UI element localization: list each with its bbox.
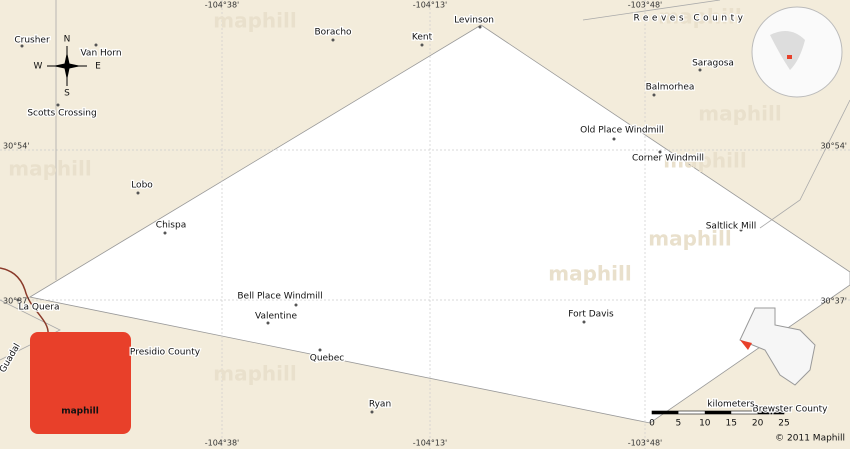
watermark: maphill (213, 9, 296, 33)
watermark: maphill (648, 227, 731, 251)
place-label: Boracho (314, 28, 352, 38)
scale-tick: 10 (699, 419, 711, 429)
place-dot (163, 231, 167, 235)
compass-label: E (95, 62, 101, 72)
place-dot (612, 137, 616, 141)
place-dot (658, 150, 662, 154)
place-dot (56, 103, 60, 107)
scale-tick: 20 (752, 419, 764, 429)
coord-label: -103°48' (628, 1, 663, 10)
logo-box (30, 332, 131, 434)
place-dot (294, 303, 298, 307)
place-dot (20, 44, 24, 48)
inset (739, 307, 816, 386)
place-label: Saragosa (692, 59, 734, 69)
compass-label: W (34, 62, 43, 72)
coord-label: 30°37' (820, 297, 847, 306)
coord-label: 30°37' (3, 297, 30, 306)
borders (0, 0, 850, 361)
place-label: Valentine (255, 312, 297, 322)
watermark: maphill (213, 362, 296, 386)
coord-label: 30°54' (3, 142, 30, 151)
scale-bar (651, 410, 785, 415)
place-label: Van Horn (80, 49, 121, 59)
place-dot (420, 43, 424, 47)
coord-label: -104°13' (413, 439, 448, 448)
scale-tick: 15 (725, 419, 736, 429)
coord-label: -103°48' (628, 439, 663, 448)
place-label: Kent (412, 33, 433, 43)
coord-label: -104°13' (413, 1, 448, 10)
place-dot (266, 321, 270, 325)
place-label: Brewster County (753, 405, 829, 415)
place-dot (136, 191, 140, 195)
logo-text: maphill (61, 407, 99, 417)
globe (751, 6, 843, 98)
place-label: Saltlick Mill (706, 222, 757, 232)
place-label: Reeves County (634, 14, 747, 24)
place-label: Quebec (310, 354, 345, 364)
place-label: Crusher (14, 36, 50, 46)
watermark: maphill (663, 149, 746, 173)
place-dot (16, 298, 20, 302)
place-label: Balmorhea (646, 83, 695, 93)
place-dot (739, 228, 743, 232)
scale-unit: kilometers (707, 400, 755, 410)
place-dot (94, 43, 98, 47)
scale-tick: 25 (778, 419, 789, 429)
place-label: Lobo (131, 181, 153, 191)
place-label: Levinson (454, 16, 494, 26)
watermark: maphill (698, 102, 781, 126)
place-label: Corner Windmill (632, 154, 704, 164)
watermark: maphill (8, 157, 91, 181)
coord-label: 30°54' (820, 142, 847, 151)
scale-tick: 0 (649, 419, 655, 429)
place-label: Old Place Windmill (580, 126, 664, 136)
place-label: Presidio County (130, 348, 201, 358)
place-label: Fort Davis (568, 310, 614, 320)
copyright: © 2011 Maphill (775, 434, 845, 444)
place-dot (478, 25, 482, 29)
watermark: maphill (658, 5, 741, 29)
region (28, 24, 850, 424)
compass (47, 46, 87, 86)
compass-label: S (64, 89, 70, 99)
place-dot (698, 68, 702, 72)
place-dot (331, 38, 335, 42)
place-label: Chispa (156, 221, 186, 231)
place-label: Scotts Crossing (27, 109, 96, 119)
watermark: maphill (548, 262, 631, 286)
place-dot (652, 93, 656, 97)
scale-tick: 5 (676, 419, 682, 429)
place-label: Bell Place Windmill (237, 292, 322, 302)
place-dot (370, 410, 374, 414)
coord-label: -104°38' (205, 439, 240, 448)
place-label: La Quera (19, 303, 60, 313)
place-dot (582, 320, 586, 324)
place-dot (318, 348, 322, 352)
place-label: Ryan (369, 400, 391, 410)
coord-label: -104°38' (205, 1, 240, 10)
compass-label: N (64, 35, 71, 45)
